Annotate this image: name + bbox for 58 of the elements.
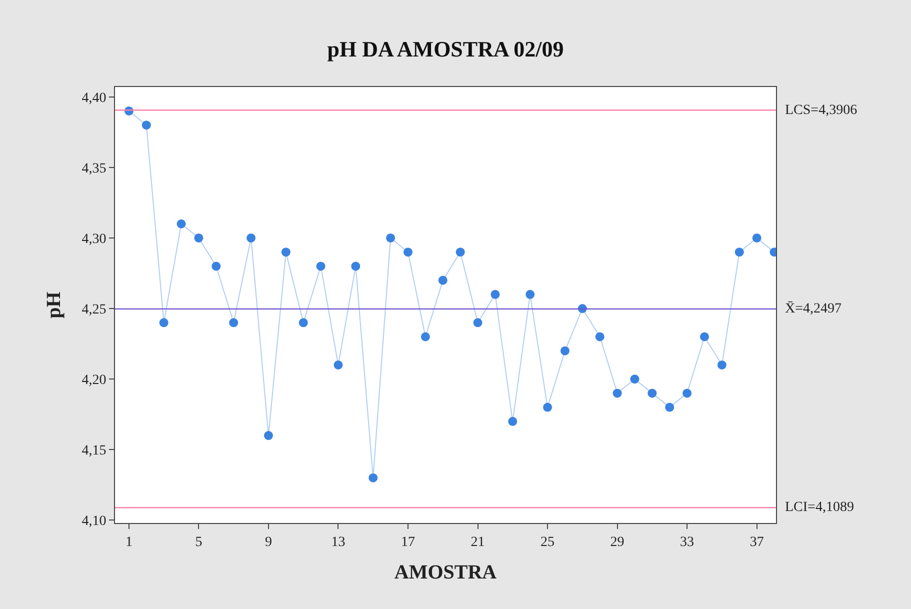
point: [456, 248, 465, 257]
point: [612, 388, 622, 398]
point: [229, 318, 238, 328]
y-axis-title: pH: [43, 291, 66, 318]
ref-line-label: LCI=4,1089: [785, 500, 854, 515]
y-tick-label: 4,35: [82, 161, 106, 176]
point: [368, 473, 378, 482]
point: [700, 332, 709, 342]
y-tick-label: 4,10: [82, 514, 106, 530]
y-tick-label: 4,30: [82, 232, 106, 247]
point: [508, 416, 518, 426]
point: [194, 233, 204, 242]
x-tick-label: 5: [195, 534, 202, 550]
ref-line-label: LCS=4,3906: [785, 103, 858, 118]
x-tick-label: 9: [264, 534, 272, 550]
y-tick-label: 4,15: [82, 444, 106, 459]
point: [316, 262, 326, 271]
point: [298, 318, 308, 328]
y-tick-label: 4,20: [82, 372, 106, 388]
point: [246, 233, 256, 242]
point: [212, 262, 221, 271]
point: [648, 388, 657, 398]
point: [543, 402, 552, 412]
point: [630, 374, 640, 384]
point: [665, 402, 674, 412]
point: [682, 388, 692, 398]
point: [351, 262, 360, 271]
point: [386, 233, 396, 242]
point: [752, 233, 762, 242]
point: [404, 248, 412, 257]
y-tick-label: 4,25: [82, 302, 106, 318]
x-tick-label: 1: [125, 534, 132, 550]
point: [473, 318, 482, 328]
point: [560, 346, 570, 356]
point: [595, 332, 604, 342]
point: [438, 276, 448, 285]
point: [176, 219, 186, 228]
point: [281, 248, 290, 257]
point: [526, 290, 535, 299]
x-tick-label: 29: [610, 534, 624, 550]
x-tick-label: 13: [331, 534, 346, 550]
chart-title: pH DA AMOSTRA 02/09: [327, 36, 564, 62]
point: [420, 332, 430, 342]
point: [142, 120, 151, 130]
point: [334, 360, 343, 370]
point: [264, 431, 273, 440]
point: [159, 318, 168, 328]
y-tick-label: 4,40: [82, 90, 106, 106]
x-tick-label: 21: [470, 534, 485, 550]
point: [490, 290, 500, 299]
x-tick-label: 37: [750, 534, 764, 550]
x-axis-title: AMOSTRA: [394, 561, 498, 584]
x-tick-label: 17: [401, 534, 415, 550]
point: [717, 360, 726, 370]
x-tick-label: 25: [540, 534, 555, 550]
x-tick-label: 33: [680, 534, 694, 550]
ref-line-label: X̄=4,2497: [785, 301, 842, 317]
point: [734, 248, 744, 257]
